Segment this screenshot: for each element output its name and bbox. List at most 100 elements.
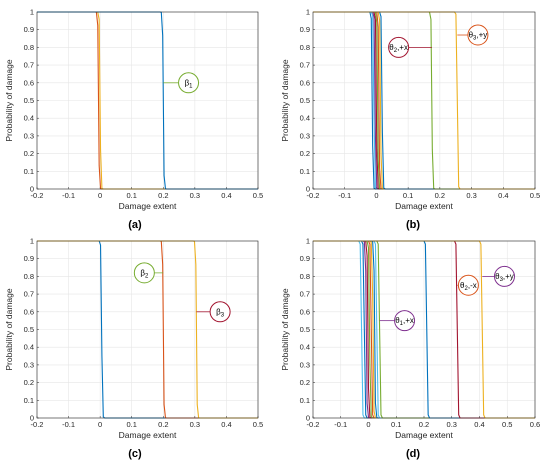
axes-box xyxy=(312,11,536,190)
y-tick-label: 0.2 xyxy=(24,149,34,158)
y-tick-label: 0.6 xyxy=(300,78,310,87)
x-tick-label: 0.1 xyxy=(391,420,401,429)
x-tick-label: 0.2 xyxy=(158,191,168,200)
y-tick-label: 0.4 xyxy=(24,343,34,352)
x-tick-label: -0.1 xyxy=(334,420,347,429)
y-tick-label: 0.1 xyxy=(300,167,310,176)
annotation-label: θ3,+y xyxy=(469,31,488,42)
x-tick-label: 0.5 xyxy=(253,191,263,200)
panel-label: (c) xyxy=(128,448,142,460)
y-tick-label: 0 xyxy=(306,185,310,194)
x-axis-label: Damage extent xyxy=(395,201,453,211)
y-tick-label: 1 xyxy=(306,237,310,246)
y-tick-label: 0 xyxy=(30,185,34,194)
x-tick-label: -0.2 xyxy=(31,420,44,429)
x-tick-label: 0.6 xyxy=(530,420,540,429)
y-tick-label: 0.6 xyxy=(24,307,34,316)
annotation-circle xyxy=(457,274,479,296)
chart-panel: -0.2 -0.1 0 0.1 0.2 0.3 0.4 0.5 0 0.1 0.2 0.3 0.4 0.5… xyxy=(280,8,540,212)
y-tick-label: 0.9 xyxy=(300,254,310,263)
y-tick-label: 0.4 xyxy=(300,343,310,352)
axes-box xyxy=(36,240,259,419)
axes-box xyxy=(312,240,536,419)
x-tick-label: 0.5 xyxy=(502,420,512,429)
y-tick-label: 0.7 xyxy=(300,290,310,299)
panel-label: (b) xyxy=(406,219,420,231)
annotation-circle xyxy=(493,265,515,287)
annotation-label: θ3,+y xyxy=(495,272,514,283)
x-tick-label: 0.4 xyxy=(498,191,508,200)
annotation-label: β2 xyxy=(140,268,149,279)
y-tick-label: 0.5 xyxy=(24,96,34,105)
y-tick-label: 0.6 xyxy=(24,78,34,87)
y-tick-label: 0.7 xyxy=(300,61,310,70)
chart-panel: -0.2 -0.1 0 0.1 0.2 0.3 0.4 0.5 0.6 0 0.1 0.2 0.3 0.4… xyxy=(280,237,540,441)
x-tick-label: 0.1 xyxy=(126,420,136,429)
y-tick-label: 0.8 xyxy=(300,272,310,281)
annotation-circle xyxy=(133,262,155,284)
y-tick-label: 0.4 xyxy=(24,114,34,123)
chart-panel: -0.2 -0.1 0 0.1 0.2 0.3 0.4 0.5 0 0.1 0.2 0.3 0.4 0.5… xyxy=(4,8,263,212)
annotation-circle xyxy=(467,24,489,46)
y-tick-label: 0.3 xyxy=(24,131,34,140)
y-tick-label: 1 xyxy=(30,237,34,246)
annotation-label: θ1,+x xyxy=(395,316,414,327)
annotation-circle xyxy=(209,301,231,323)
y-tick-label: 0.2 xyxy=(300,149,310,158)
x-tick-label: 0.2 xyxy=(158,420,168,429)
x-tick-label: 0.5 xyxy=(530,191,540,200)
y-tick-label: 1 xyxy=(30,8,34,17)
y-tick-label: 0.1 xyxy=(24,167,34,176)
x-tick-label: 0 xyxy=(366,420,370,429)
y-axis-label: Probability of damage xyxy=(4,59,14,141)
y-tick-label: 0.3 xyxy=(24,360,34,369)
y-tick-label: 0.7 xyxy=(24,61,34,70)
x-axis-label: Damage extent xyxy=(395,430,453,440)
y-tick-label: 0.3 xyxy=(300,360,310,369)
y-tick-label: 0 xyxy=(306,414,310,423)
panel-label: (d) xyxy=(406,448,420,460)
y-tick-label: 0.7 xyxy=(24,290,34,299)
y-tick-label: 0.5 xyxy=(300,325,310,334)
y-tick-label: 0.1 xyxy=(300,396,310,405)
y-tick-label: 0.3 xyxy=(300,131,310,140)
y-axis-label: Probability of damage xyxy=(4,288,14,370)
x-tick-label: -0.2 xyxy=(307,420,320,429)
y-tick-label: 0 xyxy=(30,414,34,423)
annotation-circle xyxy=(388,36,410,58)
y-tick-label: 0.4 xyxy=(300,114,310,123)
annotation-label: β3 xyxy=(216,307,225,318)
y-tick-label: 0.9 xyxy=(300,25,310,34)
y-tick-label: 0.2 xyxy=(300,378,310,387)
x-axis-label: Damage extent xyxy=(119,430,177,440)
y-tick-label: 0.5 xyxy=(24,325,34,334)
panel-label: (a) xyxy=(128,219,142,231)
y-tick-label: 0.8 xyxy=(24,272,34,281)
y-tick-label: 1 xyxy=(306,8,310,17)
y-tick-label: 0.8 xyxy=(300,43,310,52)
annotation-circle xyxy=(178,72,200,94)
x-tick-label: 0.3 xyxy=(447,420,457,429)
x-tick-label: 0 xyxy=(98,191,102,200)
x-tick-label: 0.3 xyxy=(190,191,200,200)
y-tick-label: 0.8 xyxy=(24,43,34,52)
x-tick-label: 0 xyxy=(374,191,378,200)
x-tick-label: 0.4 xyxy=(221,191,231,200)
x-axis-label: Damage extent xyxy=(119,201,177,211)
y-tick-label: 0.2 xyxy=(24,378,34,387)
x-tick-label: -0.2 xyxy=(31,191,44,200)
x-tick-label: 0.1 xyxy=(403,191,413,200)
y-tick-label: 0.5 xyxy=(300,96,310,105)
annotation-label: θ2,+x xyxy=(389,43,408,54)
chart-panel: -0.2 -0.1 0 0.1 0.2 0.3 0.4 0.5 0 0.1 0.2 0.3 0.4 0.5… xyxy=(4,237,263,441)
x-tick-label: 0.5 xyxy=(253,420,263,429)
annotation-circle xyxy=(394,310,416,332)
x-tick-label: 0.2 xyxy=(435,191,445,200)
y-tick-label: 0.9 xyxy=(24,25,34,34)
x-tick-label: 0.3 xyxy=(190,420,200,429)
annotation-label: β1 xyxy=(185,78,194,89)
axes-box xyxy=(36,11,259,190)
x-tick-label: 0 xyxy=(98,420,102,429)
x-tick-label: -0.1 xyxy=(338,191,351,200)
